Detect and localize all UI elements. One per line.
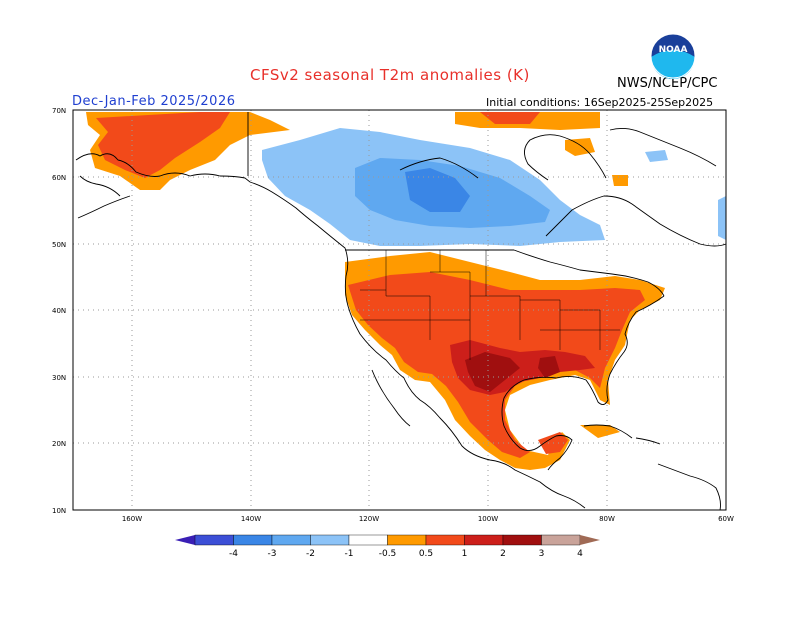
- lon-label: 140W: [241, 515, 261, 523]
- colorbar-label: 3: [539, 549, 545, 559]
- colorbar-segment: [310, 534, 350, 546]
- lat-label: 10N: [52, 507, 66, 515]
- lon-label: 100W: [478, 515, 498, 523]
- lat-label: 30N: [52, 374, 66, 382]
- colorbar-label: 1: [462, 549, 468, 559]
- colorbar-segment: [271, 534, 311, 546]
- lat-label: 60N: [52, 174, 66, 182]
- colorbar-segment: [425, 534, 465, 546]
- lon-label: 120W: [359, 515, 379, 523]
- colorbar-arrow-right: [580, 535, 600, 545]
- svg-text:NOAA: NOAA: [659, 45, 688, 55]
- lon-label: 80W: [599, 515, 615, 523]
- warm-anomaly-region: [86, 112, 665, 470]
- colorbar-segment: [348, 534, 388, 546]
- colorbar-label: -2: [306, 549, 315, 559]
- coastlines: [75, 112, 727, 511]
- cold-anomaly-region: [262, 128, 726, 246]
- map-title: CFSv2 seasonal T2m anomalies (K): [250, 66, 530, 84]
- colorbar-label: -4: [229, 549, 238, 559]
- map-frame: [72, 109, 727, 511]
- colorbar-label: -3: [268, 549, 277, 559]
- lat-label: 40N: [52, 307, 66, 315]
- state-borders: [360, 250, 620, 360]
- colorbar-segment: [233, 534, 273, 546]
- colorbar-arrow-left: [175, 535, 195, 545]
- colorbar-label: -1: [345, 549, 354, 559]
- colorbar-label: 2: [500, 549, 506, 559]
- colorbar-segment: [194, 534, 234, 546]
- longitude-labels: 160W 140W 120W 100W 80W 60W: [122, 515, 734, 523]
- colorbar: -4 -3 -2 -1 -0.5 0.5 1 2 3 4: [175, 534, 600, 559]
- latitude-labels: 70N 60N 50N 40N 30N 20N 10N: [52, 107, 66, 515]
- noaa-logo: NOAA: [650, 33, 696, 79]
- colorbar-segment: [502, 534, 542, 546]
- gridlines: [73, 110, 726, 510]
- colorbar-segment: [464, 534, 504, 546]
- initial-conditions-label: Initial conditions: 16Sep2025-25Sep2025: [486, 96, 714, 109]
- season-label: Dec-Jan-Feb 2025/2026: [72, 94, 236, 109]
- lon-label: 60W: [718, 515, 734, 523]
- colorbar-segment: [387, 534, 427, 546]
- lon-label: 160W: [122, 515, 142, 523]
- lat-label: 20N: [52, 440, 66, 448]
- lat-label: 50N: [52, 241, 66, 249]
- colorbar-label: 4: [577, 549, 583, 559]
- colorbar-label: 0.5: [419, 549, 433, 559]
- colorbar-label: -0.5: [379, 549, 397, 559]
- org-label: NWS/NCEP/CPC: [617, 76, 718, 91]
- colorbar-segment: [541, 534, 581, 546]
- lat-label: 70N: [52, 107, 66, 115]
